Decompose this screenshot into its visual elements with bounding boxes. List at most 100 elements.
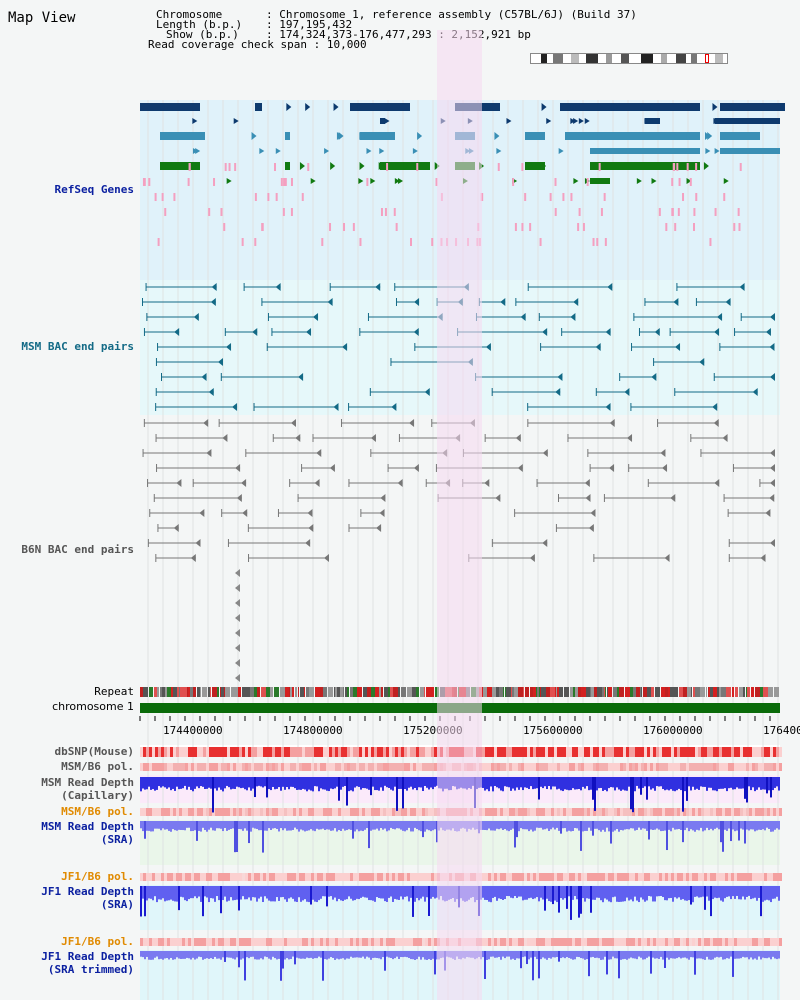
heat-cell: [290, 808, 293, 816]
heat-cell: [158, 808, 161, 816]
heat-cell: [311, 938, 314, 946]
depth-bar: [524, 777, 526, 788]
heat-cell: [491, 747, 494, 757]
depth-bar: [412, 777, 414, 790]
heat-cell: [725, 747, 728, 757]
depth-bar: [632, 886, 634, 902]
depth-bar: [654, 821, 656, 830]
heat-cell: [545, 763, 548, 771]
heat-cell: [203, 938, 206, 946]
depth-bar: [170, 777, 172, 791]
heat-cell: [563, 747, 566, 757]
heat-cell: [209, 763, 212, 771]
heat-cell: [242, 938, 245, 946]
heat-cell: [263, 763, 266, 771]
heat-cell: [272, 873, 275, 881]
depth-bar: [552, 777, 554, 787]
chromosome-ideogram[interactable]: [530, 53, 728, 64]
heat-cell: [716, 763, 719, 771]
heat-cell: [254, 747, 257, 757]
heat-cell: [359, 808, 362, 816]
heat-cell: [314, 763, 317, 771]
repeat-element: [337, 687, 340, 697]
depth-bar: [276, 777, 278, 789]
heat-cell: [170, 747, 173, 757]
depth-spike: [730, 821, 732, 842]
heat-cell: [722, 938, 725, 946]
b6n-bac-end-marker: [380, 494, 386, 502]
depth-bar: [606, 821, 608, 828]
repeat-element: [607, 687, 608, 697]
depth-bar: [412, 821, 414, 832]
depth-bar: [346, 821, 348, 831]
depth-bar: [680, 886, 682, 900]
heat-cell: [683, 808, 686, 816]
heat-cell: [395, 808, 398, 816]
heat-cell: [629, 873, 632, 881]
heat-cell: [539, 747, 542, 757]
heat-cell: [185, 747, 188, 757]
heat-cell: [389, 873, 392, 881]
heat-cell: [395, 873, 398, 881]
gene-arrow: [662, 132, 668, 140]
gene-arrow: [485, 103, 491, 111]
heat-cell: [398, 747, 401, 757]
depth-bar: [496, 777, 498, 788]
chromosome-value: Chromosome 1, reference assembly (C57BL/…: [279, 8, 637, 21]
heat-cell: [242, 873, 245, 881]
repeat-element: [162, 687, 165, 697]
depth-bar: [282, 821, 284, 831]
gene-arrow: [286, 103, 292, 111]
depth-bar: [532, 777, 534, 790]
refseq-mark: [161, 193, 164, 201]
gene-arrow: [192, 118, 198, 124]
depth-bar: [618, 886, 620, 902]
gene-arrow: [496, 148, 502, 154]
heat-cell: [671, 873, 674, 881]
heat-cell: [674, 873, 677, 881]
depth-bar: [374, 886, 376, 902]
repeat-element: [581, 687, 586, 697]
heat-cell: [743, 938, 746, 946]
heat-cell: [398, 763, 401, 771]
depth-bar: [190, 886, 192, 899]
heat-cell: [236, 747, 239, 757]
repeat-element: [266, 687, 270, 697]
depth-bar: [372, 886, 374, 901]
heat-cell: [563, 808, 566, 816]
depth-bar: [240, 777, 242, 789]
heat-cell: [590, 763, 593, 771]
depth-bar: [716, 821, 718, 828]
heat-cell: [749, 747, 752, 757]
depth-spike: [690, 886, 692, 905]
gene-arrow: [417, 132, 423, 140]
heat-cell: [512, 873, 515, 881]
refseq-mark: [570, 193, 573, 201]
depth-bar: [356, 886, 358, 899]
heat-cell: [341, 808, 344, 816]
depth-bar: [576, 821, 578, 829]
jf1-depth-sra-label-2: (SRA): [100, 898, 134, 911]
heat-cell: [338, 873, 341, 881]
depth-bar: [490, 886, 492, 903]
depth-bar: [600, 777, 602, 788]
heat-cell: [227, 938, 230, 946]
depth-bar: [252, 951, 254, 957]
depth-bar: [694, 821, 696, 832]
heat-cell: [230, 763, 233, 771]
depth-bar: [720, 886, 722, 901]
depth-spike: [202, 886, 204, 917]
heat-cell: [587, 938, 590, 946]
refseq-mark: [577, 223, 580, 231]
depth-bar: [414, 951, 416, 960]
heat-cell: [152, 808, 155, 816]
depth-bar: [284, 821, 286, 829]
depth-bar: [424, 886, 426, 902]
depth-bar: [292, 951, 294, 957]
heat-cell: [710, 808, 713, 816]
heat-cell: [401, 747, 404, 757]
heat-cell: [593, 747, 596, 757]
depth-bar: [510, 821, 512, 830]
depth-bar: [530, 951, 532, 958]
